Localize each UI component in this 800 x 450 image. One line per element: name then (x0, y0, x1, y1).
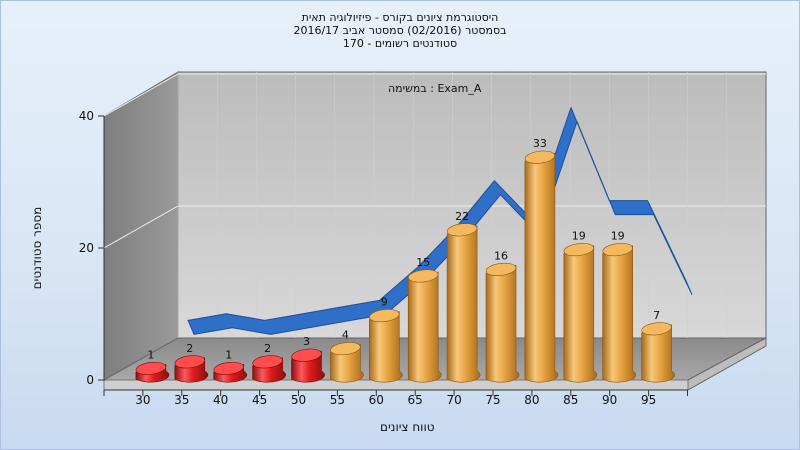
bar-top (252, 355, 283, 369)
bar-top (485, 262, 517, 276)
bar-85 (563, 243, 598, 383)
bar-body (369, 311, 403, 383)
bar-top (641, 322, 672, 336)
bar-45 (252, 355, 286, 383)
trend-band (187, 107, 693, 335)
value-label: 19 (611, 230, 625, 243)
bar-body (563, 245, 598, 383)
value-label: 22 (455, 210, 469, 223)
x-tick-label: 90 (602, 393, 617, 407)
value-label: 2 (186, 342, 193, 355)
y-tick-label: 40 (79, 109, 94, 123)
y-tick-label: 0 (86, 373, 94, 387)
bar-55 (330, 342, 364, 383)
x-tick-label: 30 (135, 393, 150, 407)
bar-top (291, 348, 322, 362)
bar-70 (446, 223, 481, 383)
bar-60 (369, 309, 403, 383)
bar-90 (602, 243, 637, 383)
bar-top (563, 243, 595, 257)
bar-top (369, 309, 400, 323)
x-tick-label: 60 (369, 393, 384, 407)
bar-65 (407, 269, 442, 383)
bars (135, 150, 675, 383)
value-label: 1 (147, 348, 154, 361)
x-tick-label: 75 (485, 393, 500, 407)
bar-body (485, 265, 520, 383)
exam-subtitle: Exam_A : במשימה (388, 82, 482, 95)
bar-top (524, 150, 556, 164)
value-labels: 1 2 1 2 3 4 9 15 22 16 33 19 19 7 (147, 137, 660, 361)
trend-line (187, 107, 693, 335)
bar-top (174, 355, 206, 369)
value-label: 19 (572, 230, 586, 243)
y-axis: 0 20 40 (79, 109, 105, 387)
value-label: 15 (416, 256, 430, 269)
y-tick-label: 20 (79, 241, 94, 255)
bar-body (407, 271, 442, 383)
x-tick-label: 80 (524, 393, 539, 407)
bar-body (641, 324, 675, 383)
x-tick-label: 95 (641, 393, 656, 407)
bar-50 (291, 348, 325, 383)
x-tick-label: 55 (330, 393, 345, 407)
bar-top (407, 269, 439, 283)
bar-body (602, 245, 637, 383)
bar-95 (641, 322, 675, 383)
chart-title-line-2: בסמסטר (02/2016) סמסטר אביב 2016/17 (293, 24, 507, 37)
bar-30 (135, 361, 170, 383)
gridlines (103, 72, 766, 338)
left-wall (103, 71, 179, 381)
bar-75 (485, 262, 520, 383)
bar-top (213, 361, 244, 375)
value-label: 9 (381, 296, 388, 309)
x-tick-label: 85 (563, 393, 578, 407)
x-tick-label: 65 (408, 393, 423, 407)
chart-title-line-1: היסטוגרמת ציונים בקורס - פיזיולוגיה תאית (301, 11, 499, 24)
bar-top (135, 361, 167, 375)
bar-top (602, 243, 633, 257)
gridline-left (103, 205, 179, 249)
bar-80 (524, 150, 559, 383)
y-axis-label: מספר סטודנטים (30, 206, 44, 290)
x-tick-label: 35 (174, 393, 189, 407)
bar-top (330, 342, 361, 356)
gridline-left (103, 73, 179, 117)
bar-40 (213, 361, 248, 383)
x-tick-label: 40 (213, 393, 228, 407)
bar-body (524, 152, 559, 383)
value-label: 33 (533, 137, 547, 150)
x-tick-label: 50 (291, 393, 306, 407)
value-label: 1 (225, 348, 232, 361)
value-label: 3 (303, 335, 310, 348)
x-axis: 30 35 40 45 50 55 60 65 70 75 80 85 90 95 (103, 389, 688, 407)
chart-title-line-3: סטודנטים רשומים - 170 (342, 37, 458, 50)
x-axis-label: טווח ציונים (380, 420, 435, 434)
value-label: 2 (264, 342, 271, 355)
x-tick-label: 45 (252, 393, 267, 407)
value-label: 16 (494, 249, 508, 262)
bar-body (446, 225, 481, 383)
bar-35 (174, 355, 209, 383)
value-label: 4 (342, 329, 349, 342)
x-tick-label: 70 (446, 393, 461, 407)
value-label: 7 (653, 309, 660, 322)
bar-top (446, 223, 478, 237)
